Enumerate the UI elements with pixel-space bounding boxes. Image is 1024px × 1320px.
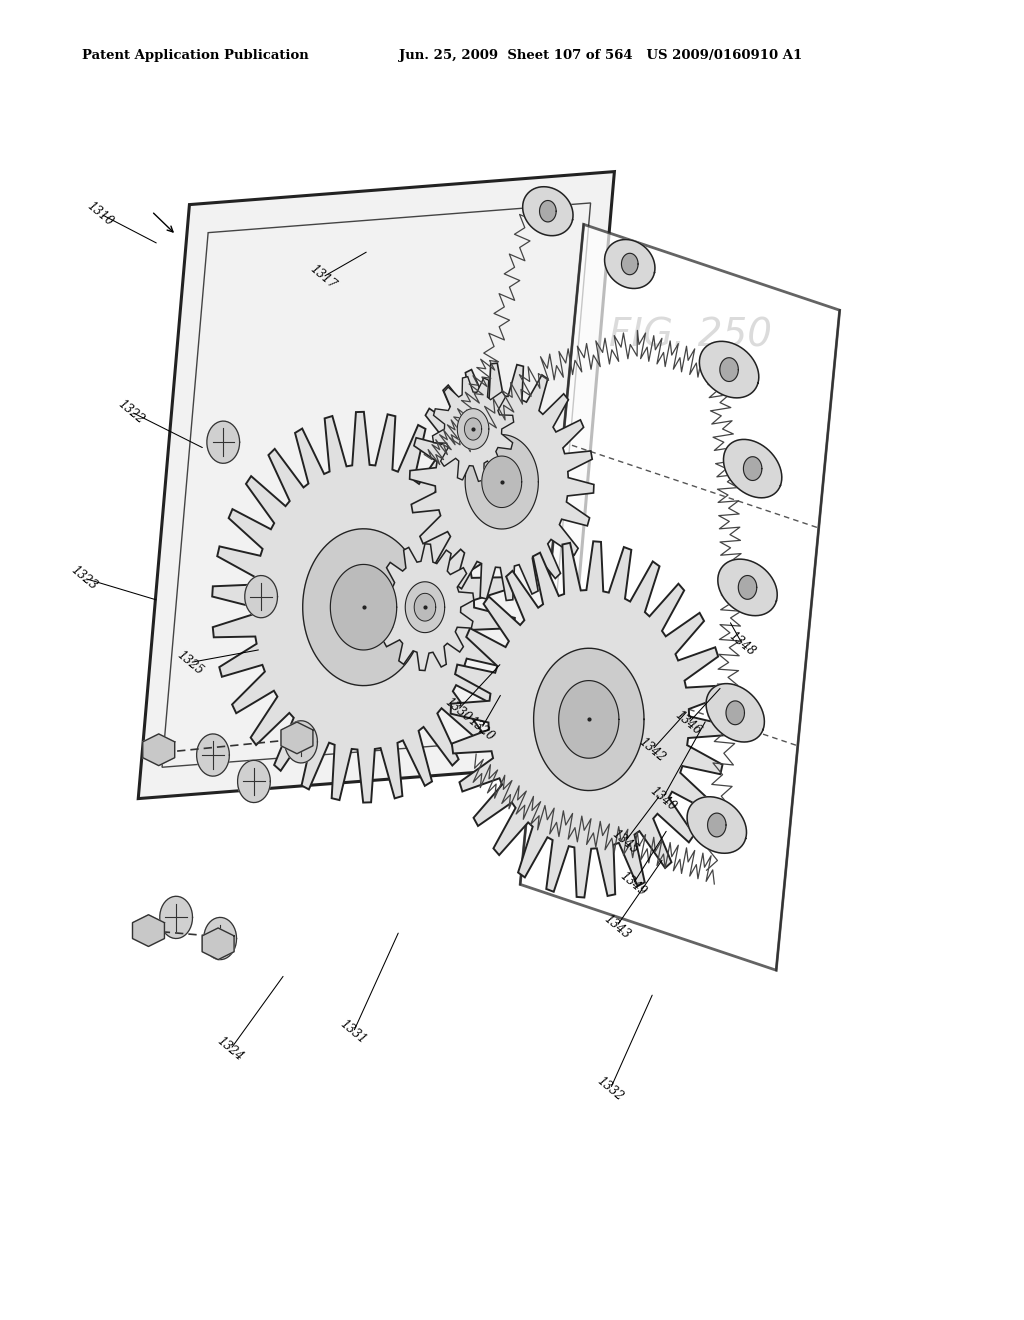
Polygon shape <box>202 928 234 960</box>
Polygon shape <box>142 734 175 766</box>
Text: 1324: 1324 <box>215 1035 246 1064</box>
Polygon shape <box>238 760 270 803</box>
Text: 1343: 1343 <box>601 912 632 941</box>
Text: 1349: 1349 <box>617 870 648 899</box>
Text: 1348: 1348 <box>727 630 758 659</box>
Text: Jun. 25, 2009  Sheet 107 of 564   US 2009/0160910 A1: Jun. 25, 2009 Sheet 107 of 564 US 2009/0… <box>399 49 803 62</box>
Text: 1310: 1310 <box>85 199 116 228</box>
Text: 1331: 1331 <box>338 1018 369 1047</box>
Polygon shape <box>281 722 313 754</box>
Polygon shape <box>160 896 193 939</box>
Text: FIG. 250: FIG. 250 <box>609 317 772 355</box>
Polygon shape <box>376 544 474 671</box>
Polygon shape <box>726 701 744 725</box>
Polygon shape <box>432 376 514 482</box>
Polygon shape <box>415 594 436 620</box>
Polygon shape <box>465 418 481 440</box>
Polygon shape <box>743 457 762 480</box>
Polygon shape <box>245 576 278 618</box>
Polygon shape <box>718 560 777 615</box>
Polygon shape <box>451 541 727 898</box>
Polygon shape <box>138 172 614 799</box>
Polygon shape <box>687 797 746 853</box>
Text: 1332: 1332 <box>595 1074 626 1104</box>
Text: 1340: 1340 <box>647 784 678 813</box>
Polygon shape <box>285 721 317 763</box>
Text: 1317: 1317 <box>307 263 338 292</box>
Text: 1346: 1346 <box>673 709 703 738</box>
Polygon shape <box>707 684 764 742</box>
Polygon shape <box>212 412 515 803</box>
Polygon shape <box>604 239 655 289</box>
Polygon shape <box>465 434 539 529</box>
Polygon shape <box>622 253 638 275</box>
Polygon shape <box>559 681 618 758</box>
Polygon shape <box>410 363 594 601</box>
Polygon shape <box>520 224 840 970</box>
Text: 1342: 1342 <box>637 735 668 764</box>
Polygon shape <box>738 576 757 599</box>
Text: 1323: 1323 <box>69 564 99 593</box>
Polygon shape <box>406 582 444 632</box>
Text: 1345: 1345 <box>609 828 640 857</box>
Polygon shape <box>303 529 424 685</box>
Polygon shape <box>522 186 573 236</box>
Polygon shape <box>207 421 240 463</box>
Polygon shape <box>708 813 726 837</box>
Polygon shape <box>331 565 396 649</box>
Polygon shape <box>197 734 229 776</box>
Text: 1322: 1322 <box>116 397 146 426</box>
Polygon shape <box>540 201 556 222</box>
Polygon shape <box>204 917 237 960</box>
Text: 1325: 1325 <box>174 648 205 677</box>
Polygon shape <box>162 203 591 767</box>
Polygon shape <box>724 440 781 498</box>
Polygon shape <box>720 358 738 381</box>
Text: 1320: 1320 <box>466 714 497 743</box>
Text: 1330: 1330 <box>442 696 473 725</box>
Text: Patent Application Publication: Patent Application Publication <box>82 49 308 62</box>
Polygon shape <box>482 457 521 507</box>
Polygon shape <box>132 915 165 946</box>
Polygon shape <box>458 409 488 449</box>
Polygon shape <box>534 648 644 791</box>
Polygon shape <box>699 342 759 397</box>
